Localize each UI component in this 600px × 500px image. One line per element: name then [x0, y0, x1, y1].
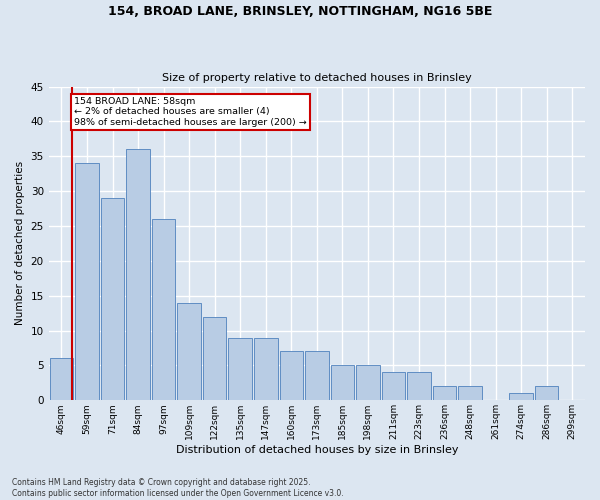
Bar [50, 358, 73, 401]
Bar [254, 338, 278, 400]
Bar [305, 352, 329, 401]
Bar [203, 316, 226, 400]
Bar [75, 163, 99, 400]
Bar [356, 366, 380, 400]
Text: 154 BROAD LANE: 58sqm
← 2% of detached houses are smaller (4)
98% of semi-detach: 154 BROAD LANE: 58sqm ← 2% of detached h… [74, 97, 307, 127]
Bar [382, 372, 405, 400]
Bar [229, 338, 252, 400]
Bar [101, 198, 124, 400]
Bar [433, 386, 456, 400]
Y-axis label: Number of detached properties: Number of detached properties [15, 162, 25, 326]
Bar [535, 386, 559, 400]
Bar [331, 366, 354, 400]
Text: Contains HM Land Registry data © Crown copyright and database right 2025.
Contai: Contains HM Land Registry data © Crown c… [12, 478, 344, 498]
Bar [178, 302, 201, 400]
Title: Size of property relative to detached houses in Brinsley: Size of property relative to detached ho… [162, 73, 472, 83]
Bar [509, 394, 533, 400]
Bar [407, 372, 431, 400]
Bar [152, 219, 175, 400]
Bar [280, 352, 303, 401]
Bar [127, 150, 150, 400]
X-axis label: Distribution of detached houses by size in Brinsley: Distribution of detached houses by size … [176, 445, 458, 455]
Text: 154, BROAD LANE, BRINSLEY, NOTTINGHAM, NG16 5BE: 154, BROAD LANE, BRINSLEY, NOTTINGHAM, N… [108, 5, 492, 18]
Bar [458, 386, 482, 400]
